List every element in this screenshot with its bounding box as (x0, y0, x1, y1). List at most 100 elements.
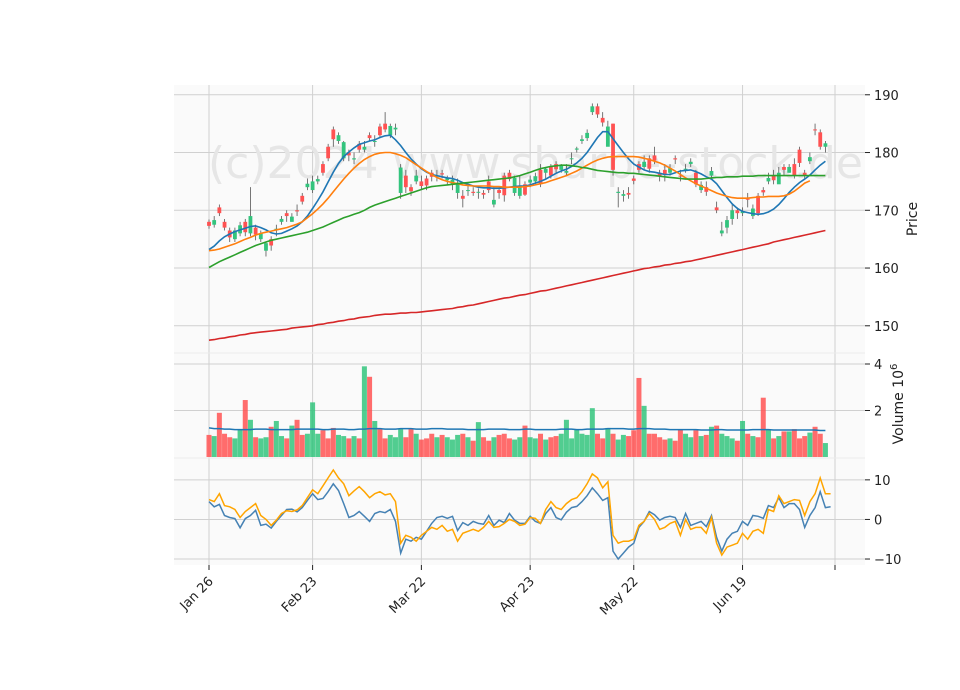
volume-bar (237, 429, 243, 457)
volume-bar (569, 438, 575, 457)
candle-body (569, 158, 574, 160)
volume-bar (481, 437, 487, 457)
candle-body (683, 168, 688, 170)
volume-bar (449, 439, 455, 457)
candle-body (740, 211, 745, 214)
candle-body (403, 175, 408, 188)
volume-bar (496, 434, 502, 457)
volume-bar (429, 433, 435, 457)
candle-body (678, 175, 683, 177)
price-y-tick-label: 190 (874, 89, 899, 104)
candle-body (642, 161, 647, 167)
candle-body (590, 106, 595, 113)
candle-body (714, 207, 719, 211)
volume-bar (351, 436, 357, 457)
candle-body (383, 123, 388, 130)
volume-bar (807, 432, 813, 457)
volume-bar (802, 436, 808, 457)
moving-average-line (208, 151, 811, 252)
volume-bar (444, 437, 450, 457)
candle-body (647, 158, 652, 169)
volume-bar (506, 438, 512, 457)
volume-bar (382, 438, 388, 457)
volume-bar (517, 437, 523, 457)
volume-bar (812, 426, 818, 457)
volume-bar (501, 433, 507, 457)
candle-body (258, 233, 263, 240)
x-tick-label: May 22 (597, 574, 641, 618)
candle-body (233, 230, 237, 240)
volume-bar (320, 430, 326, 457)
volume-bar (698, 436, 704, 457)
candle-body (652, 155, 657, 161)
moving-average-line (208, 164, 826, 269)
volume-y-tick-label: 4 (874, 358, 882, 373)
candle-body (595, 106, 600, 115)
volume-bar (626, 436, 632, 457)
candle-body (600, 117, 605, 123)
candle-body (362, 146, 367, 150)
volume-bar (211, 436, 217, 457)
candle-body (668, 168, 672, 173)
candle-body (766, 177, 771, 182)
volume-average-line (208, 427, 826, 432)
volume-bar (620, 434, 626, 457)
volume-bar (289, 425, 295, 457)
candle-body (279, 218, 284, 222)
volume-bar (574, 429, 580, 457)
volume-bar (527, 437, 533, 457)
oscillator-panel (208, 468, 831, 561)
volume-bar (470, 440, 476, 457)
volume-bar (703, 434, 709, 457)
volume-bar (268, 426, 274, 457)
volume-bar (491, 437, 497, 457)
volume-bar (413, 433, 419, 457)
volume-bar (434, 437, 440, 457)
volume-bar (465, 437, 471, 457)
candle-body (341, 142, 346, 159)
volume-bar (294, 419, 300, 457)
volume-bar (206, 434, 212, 457)
volume-bar (553, 436, 559, 457)
candle-body (574, 148, 579, 150)
volume-axis-exponent: 6 (889, 364, 900, 370)
volume-bar (356, 438, 362, 457)
volume-bar (651, 433, 657, 457)
volume-bar (258, 438, 264, 457)
candle-body (424, 178, 429, 186)
volume-bar (341, 436, 347, 457)
volume-bar (424, 438, 430, 457)
candle-body (818, 132, 823, 147)
volume-bar (646, 433, 652, 457)
volume-bar (543, 439, 549, 457)
candle-body (445, 178, 450, 181)
candle-body (621, 194, 626, 196)
volume-bar (760, 397, 766, 457)
candle-body (580, 139, 584, 141)
volume-bar (719, 433, 725, 457)
volume-bar (232, 438, 238, 457)
volume-bar (797, 438, 803, 457)
candle-body (771, 175, 776, 181)
candle-body (735, 210, 740, 214)
candle-body (528, 179, 533, 183)
volume-bar (615, 439, 621, 457)
volume-bar (439, 434, 445, 457)
candle-body (398, 167, 403, 193)
volume-bar (279, 436, 285, 457)
volume-bar (325, 438, 331, 457)
volume-bar (605, 427, 611, 457)
volume-bar (579, 433, 585, 457)
candle-body (346, 152, 351, 156)
candle-body (372, 140, 377, 142)
x-tick-label: Feb 23 (279, 574, 321, 616)
volume-bar (367, 376, 373, 457)
candle-body (419, 181, 424, 187)
candle-body (543, 168, 548, 173)
candle-body (409, 187, 413, 192)
candle-body (253, 227, 258, 235)
volume-bar (418, 439, 424, 457)
candle-body (802, 172, 807, 176)
oscillator-line (208, 482, 831, 561)
